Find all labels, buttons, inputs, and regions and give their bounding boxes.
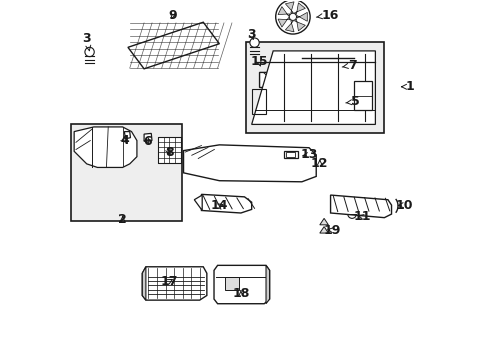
Text: 9: 9 (168, 9, 177, 22)
Text: 2: 2 (118, 213, 127, 226)
Polygon shape (319, 219, 328, 225)
Polygon shape (124, 132, 130, 139)
Text: 18: 18 (232, 287, 249, 300)
Text: 10: 10 (394, 199, 412, 212)
Text: 7: 7 (342, 59, 356, 72)
Polygon shape (144, 134, 152, 141)
Text: 17: 17 (160, 275, 178, 288)
Polygon shape (353, 81, 371, 110)
Text: 11: 11 (353, 210, 370, 223)
Polygon shape (319, 226, 328, 233)
Polygon shape (142, 267, 206, 300)
Text: 16: 16 (316, 9, 339, 22)
Polygon shape (201, 194, 251, 213)
Text: 1: 1 (401, 80, 413, 93)
Text: 13: 13 (300, 148, 317, 161)
Bar (284, 150, 297, 158)
Circle shape (85, 47, 94, 57)
Bar (70, 125, 182, 221)
Polygon shape (74, 127, 137, 167)
Polygon shape (265, 265, 269, 304)
Bar (158, 137, 181, 163)
Bar (286, 152, 294, 157)
Text: 15: 15 (249, 55, 267, 68)
Text: 3: 3 (82, 32, 91, 51)
Text: 6: 6 (143, 135, 152, 148)
Polygon shape (214, 265, 269, 304)
Text: 19: 19 (323, 224, 340, 237)
Polygon shape (296, 12, 306, 21)
Polygon shape (294, 3, 305, 14)
Text: 4: 4 (120, 134, 128, 147)
Polygon shape (330, 195, 391, 218)
Text: 5: 5 (345, 95, 359, 108)
Bar (224, 277, 239, 291)
Polygon shape (294, 19, 305, 31)
Text: 14: 14 (210, 199, 228, 212)
Circle shape (249, 38, 259, 47)
Circle shape (347, 210, 356, 219)
Polygon shape (278, 6, 289, 16)
Polygon shape (285, 21, 293, 32)
Polygon shape (278, 18, 289, 27)
Polygon shape (259, 72, 283, 101)
Bar (246, 42, 384, 134)
Polygon shape (285, 2, 293, 13)
Text: 8: 8 (164, 145, 173, 158)
Polygon shape (194, 195, 202, 211)
Circle shape (275, 0, 309, 34)
Polygon shape (183, 145, 316, 182)
Polygon shape (142, 267, 145, 300)
Text: 12: 12 (310, 157, 328, 170)
Polygon shape (128, 22, 219, 69)
Polygon shape (251, 51, 375, 125)
Text: 3: 3 (247, 28, 255, 41)
